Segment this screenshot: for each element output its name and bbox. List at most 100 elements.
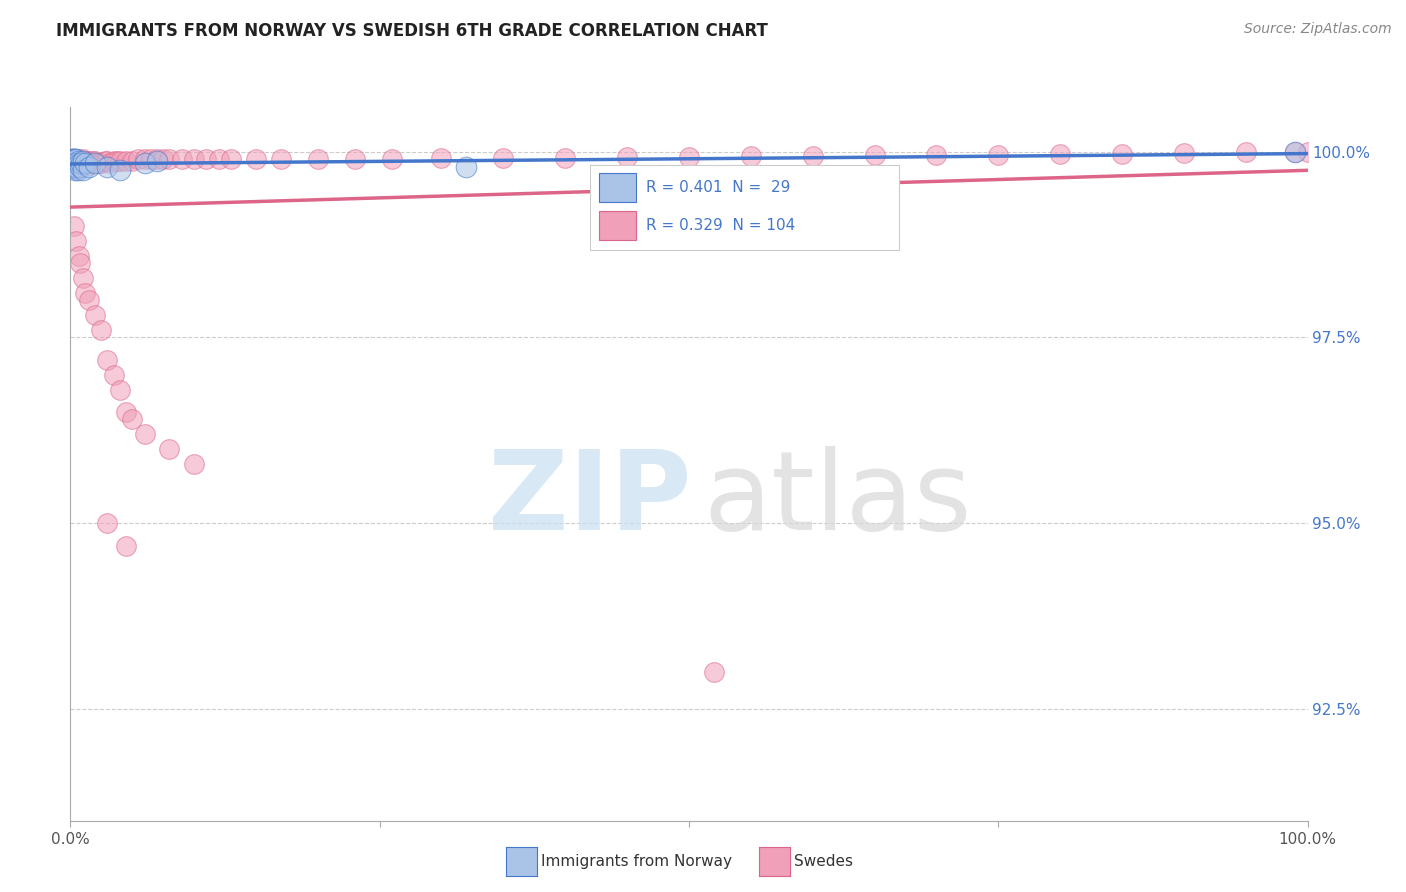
Point	[79, 155, 101, 169]
Point	[82, 153, 104, 168]
Point	[65, 160, 87, 174]
Point	[60, 152, 83, 166]
Point	[66, 152, 89, 166]
Point	[77, 293, 100, 308]
Point	[1111, 146, 1133, 161]
Point	[740, 149, 762, 163]
Point	[62, 160, 84, 174]
Point	[127, 152, 149, 166]
Point	[70, 158, 93, 172]
Point	[65, 152, 87, 166]
Point	[65, 152, 87, 166]
Point	[134, 152, 156, 166]
Point	[72, 153, 94, 168]
Point	[863, 148, 886, 162]
Point	[925, 148, 948, 162]
Point	[67, 249, 90, 263]
Point	[157, 442, 180, 456]
Point	[60, 153, 83, 168]
Point	[65, 234, 87, 248]
Point	[96, 160, 118, 174]
Point	[65, 153, 87, 168]
Point	[96, 352, 118, 367]
Point	[70, 155, 93, 169]
Text: ZIP: ZIP	[488, 446, 692, 553]
Point	[678, 150, 700, 164]
Point	[96, 153, 118, 168]
Point	[90, 155, 112, 169]
Bar	[599, 173, 637, 202]
Point	[75, 155, 97, 169]
Point	[108, 383, 131, 397]
Point	[65, 163, 87, 178]
Text: atlas: atlas	[703, 446, 972, 553]
Point	[65, 161, 87, 175]
Point	[1234, 145, 1257, 160]
Text: Immigrants from Norway: Immigrants from Norway	[541, 855, 733, 869]
Point	[62, 152, 84, 166]
Point	[94, 153, 117, 168]
Point	[96, 516, 118, 531]
Point	[62, 155, 84, 169]
Point	[60, 152, 83, 166]
Point	[63, 152, 86, 166]
Point	[1049, 146, 1071, 161]
Point	[492, 151, 515, 165]
Point	[65, 153, 87, 168]
Point	[62, 152, 84, 166]
Point	[115, 153, 138, 168]
Point	[84, 155, 107, 169]
Point	[134, 427, 156, 442]
Bar	[599, 211, 637, 240]
Point	[67, 153, 90, 168]
Point	[170, 152, 193, 166]
Text: Swedes: Swedes	[794, 855, 853, 869]
Point	[75, 155, 97, 169]
Point	[65, 155, 87, 169]
Point	[65, 160, 87, 174]
Point	[84, 308, 107, 322]
Point	[66, 163, 89, 178]
Point	[1284, 145, 1306, 159]
Point	[73, 153, 96, 168]
Point	[307, 152, 329, 166]
Text: IMMIGRANTS FROM NORWAY VS SWEDISH 6TH GRADE CORRELATION CHART: IMMIGRANTS FROM NORWAY VS SWEDISH 6TH GR…	[56, 22, 768, 40]
Point	[65, 152, 87, 166]
Point	[430, 151, 453, 165]
Text: R = 0.401  N =  29: R = 0.401 N = 29	[645, 180, 790, 195]
Point	[703, 665, 725, 679]
Point	[77, 158, 100, 172]
Point	[208, 152, 231, 166]
Point	[121, 412, 143, 426]
Point	[77, 160, 100, 174]
Point	[63, 155, 86, 169]
Point	[270, 152, 292, 166]
Point	[72, 163, 94, 178]
Point	[76, 155, 98, 169]
Point	[60, 153, 83, 168]
Point	[343, 152, 366, 166]
Point	[108, 153, 131, 168]
Point	[115, 539, 138, 553]
Point	[62, 153, 84, 168]
Point	[63, 152, 86, 166]
Point	[381, 152, 404, 166]
Point	[103, 368, 125, 382]
Point	[183, 457, 205, 471]
Text: Source: ZipAtlas.com: Source: ZipAtlas.com	[1244, 22, 1392, 37]
Point	[75, 155, 97, 169]
Point	[157, 152, 180, 166]
Point	[65, 155, 87, 169]
Point	[245, 152, 267, 166]
Point	[67, 155, 90, 169]
Point	[62, 155, 84, 169]
Point	[195, 152, 218, 166]
Point	[86, 155, 108, 169]
Point	[456, 160, 478, 174]
Point	[139, 152, 162, 166]
Point	[67, 161, 90, 175]
Point	[108, 163, 131, 178]
Point	[1284, 145, 1306, 159]
Point	[75, 285, 97, 300]
Point	[1296, 145, 1319, 159]
